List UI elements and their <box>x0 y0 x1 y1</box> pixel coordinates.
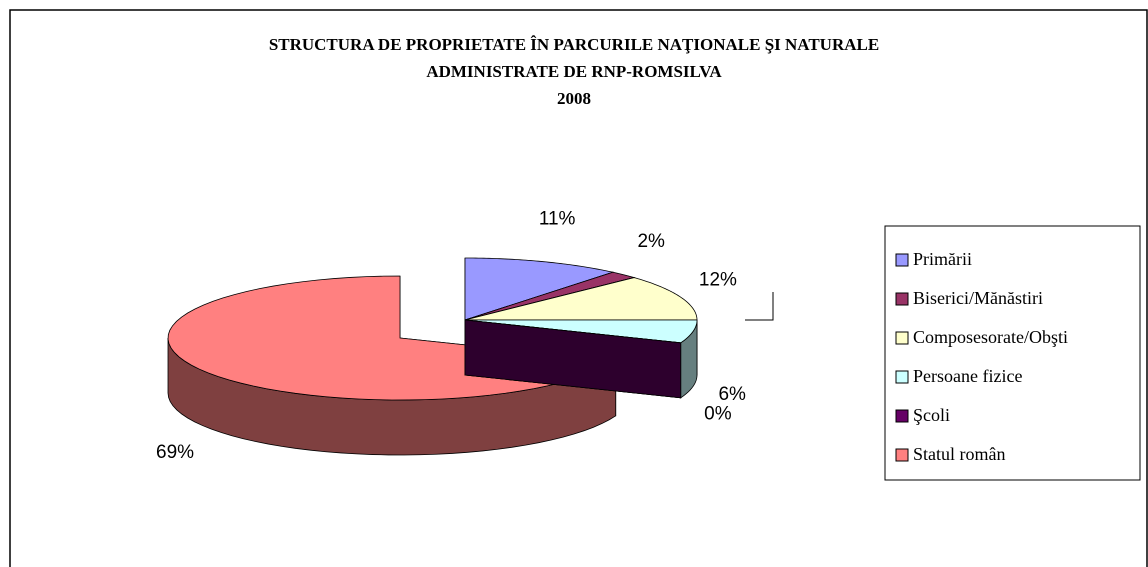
chart-title: ADMINISTRATE DE RNP-ROMSILVA <box>426 62 722 81</box>
legend-swatch <box>895 370 909 384</box>
legend-label: Composesorate/Obşti <box>913 327 1068 347</box>
legend-label: Şcoli <box>913 405 950 425</box>
data-label: 0% <box>704 403 732 424</box>
legend-swatch <box>895 292 909 306</box>
chart-title: 2008 <box>557 89 591 108</box>
data-label: 12% <box>699 270 737 291</box>
leader-line <box>745 292 774 321</box>
slice-top <box>464 319 681 344</box>
data-label: 11% <box>539 208 576 229</box>
slice-top <box>464 257 615 321</box>
chart-title: STRUCTURA DE PROPRIETATE ÎN PARCURILE NA… <box>269 35 879 54</box>
legend-swatch <box>895 253 909 267</box>
slice-top <box>464 319 698 344</box>
legend-label: Persoane fizice <box>913 366 1022 386</box>
legend-label: Biserici/Mănăstiri <box>913 288 1043 308</box>
legend-label: Statul român <box>913 444 1006 464</box>
slice-top <box>464 277 698 321</box>
slice <box>464 319 682 399</box>
legend-swatch <box>895 331 909 345</box>
data-label: 6% <box>718 384 746 405</box>
legend-swatch <box>895 448 909 462</box>
data-label: 2% <box>637 231 665 252</box>
legend-swatch <box>895 409 909 423</box>
legend-box <box>884 225 1141 481</box>
data-label: 69% <box>156 442 194 463</box>
legend-label: Primării <box>913 249 972 269</box>
slice-top <box>464 271 636 321</box>
